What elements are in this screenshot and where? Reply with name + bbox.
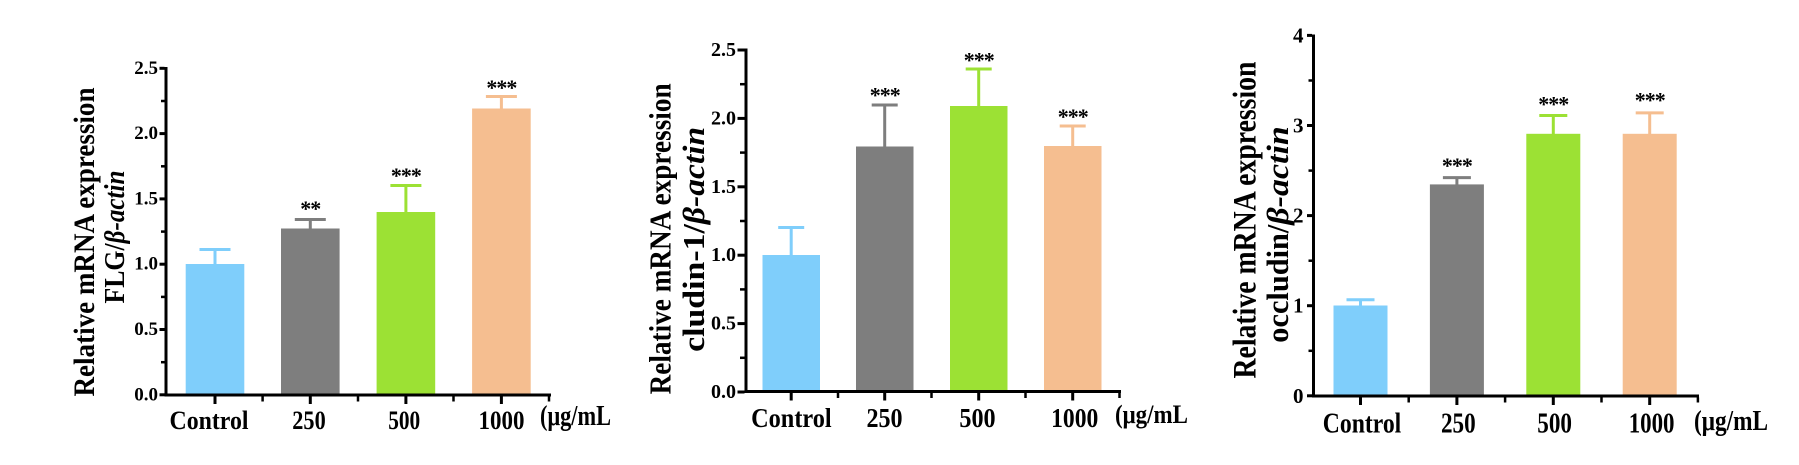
svg-text:500: 500 <box>388 406 420 435</box>
svg-text:Control: Control <box>170 406 249 435</box>
svg-text:1: 1 <box>1293 294 1304 318</box>
svg-text:cludin-1/: cludin-1/ <box>676 224 711 352</box>
svg-text:Control: Control <box>751 403 832 433</box>
svg-text:500: 500 <box>959 403 995 433</box>
svg-text:***: *** <box>1058 104 1089 129</box>
svg-text:***: *** <box>391 163 422 188</box>
svg-text:2: 2 <box>1293 204 1304 228</box>
svg-text:0.5: 0.5 <box>711 313 736 335</box>
svg-text:***: *** <box>486 75 517 100</box>
svg-text:FLG/: FLG/ <box>99 243 131 304</box>
svg-text:β-actin: β-actin <box>1260 126 1295 226</box>
svg-text:(μg/mL: (μg/mL <box>540 401 611 432</box>
svg-text:β-actin: β-actin <box>676 127 711 225</box>
svg-text:1000: 1000 <box>1051 403 1098 433</box>
svg-text:***: *** <box>1442 153 1473 178</box>
svg-text:Relative mRNA expression: Relative mRNA expression <box>1228 62 1264 379</box>
svg-text:***: *** <box>1635 88 1666 113</box>
svg-text:1000: 1000 <box>479 406 525 435</box>
svg-text:1.0: 1.0 <box>134 254 158 275</box>
svg-text:(μg/mL: (μg/mL <box>1694 405 1768 437</box>
svg-text:0.0: 0.0 <box>134 384 158 405</box>
svg-text:1.0: 1.0 <box>711 244 736 266</box>
svg-text:1.5: 1.5 <box>134 188 158 209</box>
svg-text:500: 500 <box>1537 409 1572 440</box>
svg-text:2.5: 2.5 <box>711 39 736 61</box>
svg-text:0.5: 0.5 <box>134 319 158 340</box>
svg-text:0.0: 0.0 <box>711 381 736 403</box>
svg-text:250: 250 <box>1441 409 1476 440</box>
svg-text:2.0: 2.0 <box>711 107 736 129</box>
svg-text:1000: 1000 <box>1629 409 1675 440</box>
svg-text:Relative mRNA expression: Relative mRNA expression <box>68 87 101 396</box>
svg-text:250: 250 <box>866 403 902 433</box>
svg-text:(μg/mL: (μg/mL <box>1115 400 1188 429</box>
svg-text:occludin/: occludin/ <box>1260 224 1295 342</box>
svg-text:Relative mRNA expression: Relative mRNA expression <box>643 83 678 394</box>
svg-text:β-actin: β-actin <box>99 171 131 245</box>
svg-text:***: *** <box>870 83 901 108</box>
svg-text:4: 4 <box>1293 23 1304 47</box>
svg-text:**: ** <box>300 196 321 221</box>
svg-text:0: 0 <box>1293 384 1304 408</box>
svg-text:2.5: 2.5 <box>134 58 158 79</box>
svg-text:250: 250 <box>292 406 325 435</box>
svg-text:3: 3 <box>1293 114 1304 138</box>
svg-text:1.5: 1.5 <box>711 176 736 198</box>
svg-text:***: *** <box>1538 92 1569 117</box>
svg-text:Control: Control <box>1323 409 1402 440</box>
svg-text:2.0: 2.0 <box>134 123 158 144</box>
svg-text:***: *** <box>964 48 995 73</box>
